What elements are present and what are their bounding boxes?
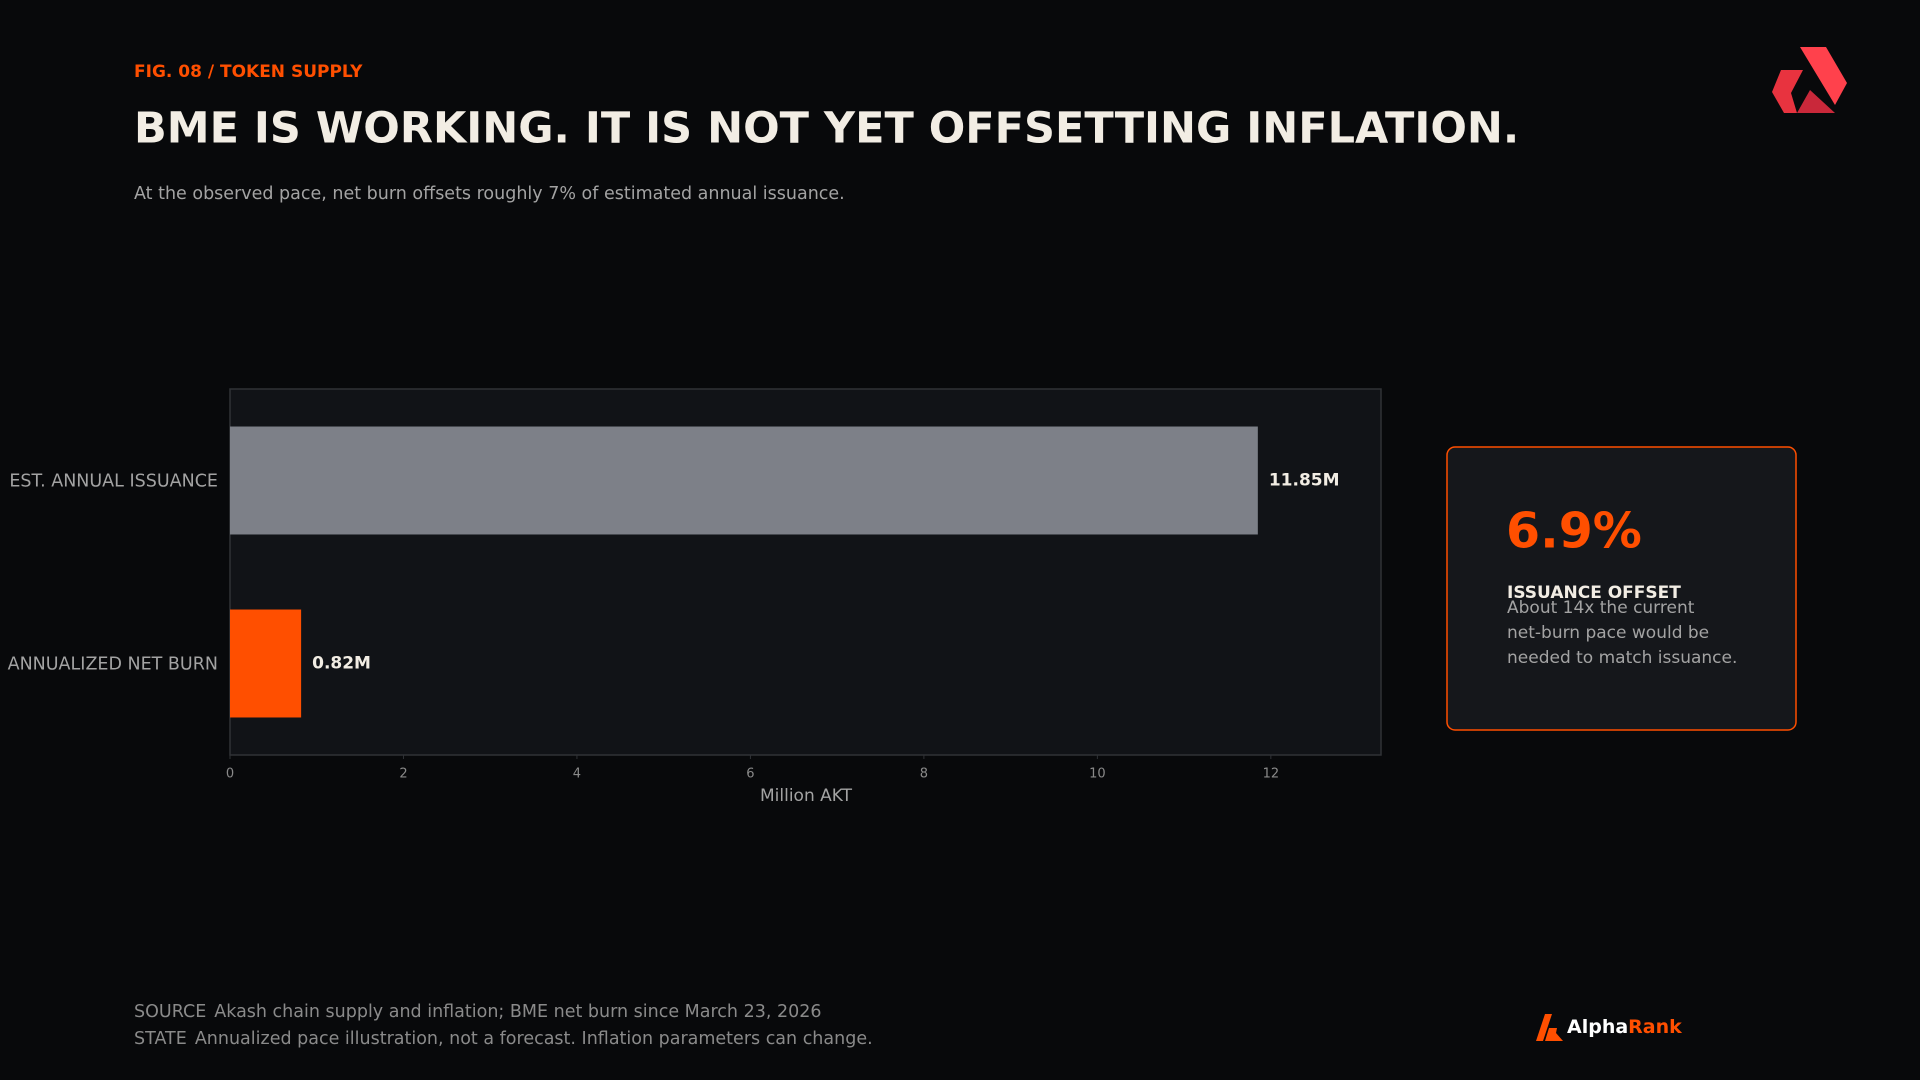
x-tick-label: 6 <box>746 767 754 782</box>
footer-source: SOURCE Akash chain supply and inflation; … <box>134 1002 822 1022</box>
callout-box <box>1446 446 1797 731</box>
y-tick-label: EST. ANNUAL ISSUANCE <box>9 472 218 492</box>
brand-second: Rank <box>1628 1016 1682 1038</box>
x-tick-label: 10 <box>1089 767 1106 782</box>
logo-part <box>1800 47 1847 105</box>
figure-label: FIG. 08 / TOKEN SUPPLY <box>134 62 363 82</box>
brand-icon-part <box>1545 1028 1563 1041</box>
bar <box>230 609 302 718</box>
subtitle: At the observed pace, net burn offsets r… <box>134 184 845 204</box>
brand-icon-part <box>1536 1014 1552 1041</box>
x-axis-title: Million AKT <box>760 786 853 806</box>
bar <box>230 426 1258 535</box>
value-label: 11.85M <box>1269 471 1340 491</box>
title: BME IS WORKING. IT IS NOT YET OFFSETTING… <box>134 104 1519 154</box>
x-tick-label: 12 <box>1263 767 1280 782</box>
logo <box>1772 47 1847 113</box>
callout-value: 6.9% <box>1506 503 1642 560</box>
callout-text: needed to match issuance. <box>1507 648 1737 668</box>
y-tick-label: ANNUALIZED NET BURN <box>8 655 218 675</box>
x-tick-label: 8 <box>920 767 928 782</box>
footer-key: SOURCE <box>134 1002 206 1022</box>
brand-icon <box>1536 1014 1563 1041</box>
callout-label: ISSUANCE OFFSET <box>1507 583 1681 603</box>
x-tick-label: 0 <box>226 767 234 782</box>
logo-part <box>1772 70 1803 113</box>
footer-text: Akash chain supply and inflation; BME ne… <box>214 1002 821 1022</box>
x-tick-label: 4 <box>573 767 581 782</box>
logo-part <box>1797 90 1835 113</box>
value-label: 0.82M <box>312 654 371 674</box>
brand: AlphaRank <box>1567 1016 1682 1038</box>
footer-key: STATE <box>134 1029 187 1049</box>
callout-text: net-burn pace would be <box>1507 623 1709 643</box>
callout-text: About 14x the current <box>1507 598 1695 618</box>
x-tick-label: 2 <box>399 767 407 782</box>
footer-state: STATE Annualized pace illustration, not a… <box>134 1029 873 1049</box>
footer-text: Annualized pace illustration, not a fore… <box>195 1029 873 1049</box>
brand-first: Alpha <box>1567 1016 1628 1038</box>
